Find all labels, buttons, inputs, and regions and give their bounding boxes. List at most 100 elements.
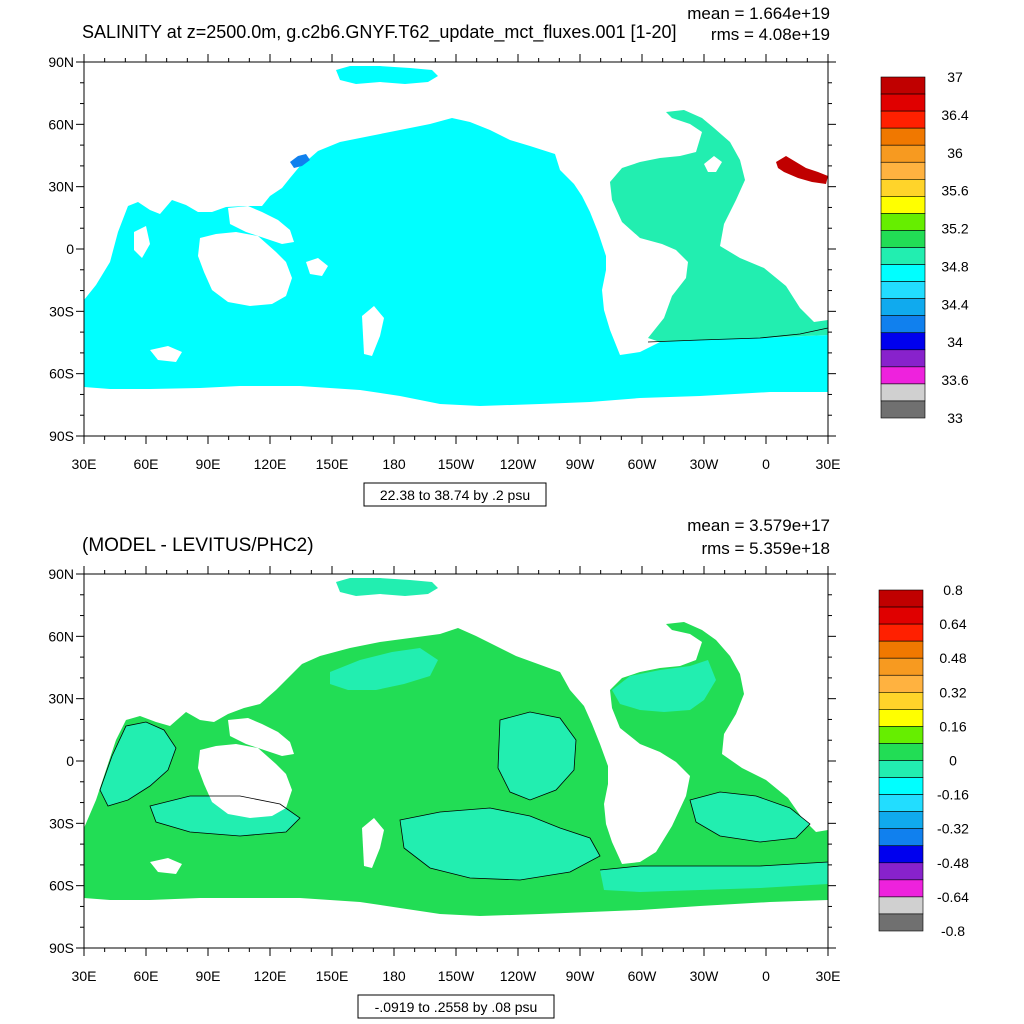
x-tick-label: 30E [72, 968, 97, 984]
salinity-panel: SALINITY at z=2500.0m, g.c2b6.GNYF.T62_u… [48, 4, 969, 507]
colorbar-swatch [878, 606, 924, 625]
colorbar-swatch [878, 862, 924, 881]
colorbar-swatch [880, 213, 926, 231]
mean-label: mean = 1.664e+19 [687, 4, 830, 23]
colorbar-swatch [880, 110, 926, 129]
colorbar-label: 0.8 [943, 582, 963, 598]
colorbar-swatch [880, 400, 926, 419]
y-tick-label: 90N [48, 566, 74, 582]
contour-line [599, 861, 828, 871]
colorbar-swatch [880, 93, 926, 112]
colorbar-swatch [880, 196, 926, 214]
x-axis-ticks: 30E 60E 90E 120E 150E 180 150W 120W 90W 60W 30W 0 30… [72, 54, 840, 472]
colorbar-swatch [878, 691, 924, 710]
mean-label: mean = 3.579e+17 [687, 516, 830, 535]
colorbar: 0.8 0.64 0.48 0.32 0.16 0 -0.16 -0.32 -0.48 -0.64… [878, 582, 969, 939]
contour-line [647, 327, 828, 343]
colorbar-swatch [878, 777, 924, 795]
x-tick-label: 60E [134, 456, 159, 472]
contour-line [497, 711, 577, 801]
colorbar-label: 37 [947, 69, 963, 85]
colorbar-label: 34.8 [941, 258, 968, 274]
rms-label: rms = 5.359e+18 [701, 539, 830, 558]
colorbar-swatch [878, 794, 924, 812]
colorbar-label: -0.16 [937, 787, 969, 803]
x-tick-label: 150W [438, 968, 475, 984]
colorbar: 37 36.4 36 35.6 35.2 34.8 34.4 34 33.6 33 [880, 69, 969, 426]
x-tick-label: 0 [762, 968, 770, 984]
x-tick-label: 90W [566, 968, 596, 984]
colorbar-label: 36.4 [941, 107, 968, 123]
y-tick-label: 30N [48, 691, 74, 707]
colorbar-swatch [878, 760, 924, 778]
colorbar-swatch [878, 828, 924, 847]
colorbar-label: 0.48 [939, 650, 966, 666]
colorbar-swatch [880, 179, 926, 197]
colorbar-swatch [878, 896, 924, 915]
x-tick-label: 150E [316, 456, 349, 472]
x-tick-label: 0 [762, 456, 770, 472]
x-tick-label: 60W [628, 456, 658, 472]
x-tick-label: 150E [316, 968, 349, 984]
colorbar-label: -0.8 [941, 923, 965, 939]
colorbar-swatch [880, 127, 926, 146]
region-negative-southern [600, 862, 828, 892]
colorbar-label: 33.6 [941, 372, 968, 388]
colorbar-swatch [878, 640, 924, 659]
colorbar-label: 0.32 [939, 684, 966, 700]
x-tick-label: 120E [254, 968, 287, 984]
y-axis-ticks: 90N 60N 30N 0 30S 60S 90S [48, 566, 836, 956]
colorbar-swatch [880, 144, 926, 163]
x-tick-label: 30E [72, 456, 97, 472]
land-antarctic-islands [150, 858, 182, 874]
x-tick-label: 30E [816, 968, 841, 984]
y-tick-label: 90S [49, 940, 74, 956]
colorbar-label: 36 [947, 145, 963, 161]
land-antarctic-islands [150, 346, 182, 362]
x-tick-label: 180 [382, 456, 406, 472]
colorbar-swatch [878, 623, 924, 642]
region-negative-south-pacific [400, 808, 600, 880]
colorbar-swatch [878, 657, 924, 676]
y-tick-label: 60N [48, 628, 74, 644]
x-tick-label: 120W [500, 968, 537, 984]
region-negative-east-pacific [498, 712, 576, 800]
y-tick-label: 60S [49, 366, 74, 382]
colorbar-swatch [880, 247, 926, 265]
colorbar-label: 35.2 [941, 221, 968, 237]
x-tick-label: 180 [382, 968, 406, 984]
contour-line [149, 795, 301, 837]
colorbar-swatch [878, 811, 924, 830]
colorbar-swatch [878, 726, 924, 744]
land-new-zealand [362, 818, 384, 868]
x-tick-label: 120W [500, 456, 537, 472]
land-gulf [704, 156, 722, 172]
colorbar-label: 35.6 [941, 183, 968, 199]
panel-title: (MODEL - LEVITUS/PHC2) [82, 535, 314, 556]
contour-line [99, 721, 177, 807]
region-arctic-patch [336, 66, 438, 84]
colorbar-swatch [880, 349, 926, 368]
region-mediterranean-outflow [776, 156, 828, 184]
x-axis-ticks: 30E 60E 90E 120E 150E 180 150W 120W 90W 60W 30W 0 30… [72, 566, 841, 984]
colorbar-label: 33 [947, 410, 963, 426]
colorbar-swatch [878, 709, 924, 727]
x-tick-label: 90W [566, 456, 596, 472]
y-tick-label: 30N [48, 179, 74, 195]
land-indian-shelf [134, 226, 150, 258]
x-tick-label: 60W [628, 968, 658, 984]
colorbar-label: 34.4 [941, 296, 968, 312]
y-tick-label: 0 [66, 241, 74, 257]
range-label: 22.38 to 38.74 by .2 psu [380, 487, 530, 503]
colorbar-swatch [878, 589, 924, 608]
colorbar-swatch [880, 230, 926, 248]
colorbar-label: 0 [949, 753, 957, 769]
y-tick-label: 60S [49, 878, 74, 894]
land-indonesia [228, 718, 294, 756]
colorbar-swatch [878, 743, 924, 761]
land-pacific-islands [306, 258, 328, 276]
colorbar-swatch [880, 315, 926, 334]
x-tick-label: 30W [690, 968, 720, 984]
x-tick-label: 90E [196, 456, 221, 472]
y-tick-label: 90N [48, 54, 74, 70]
